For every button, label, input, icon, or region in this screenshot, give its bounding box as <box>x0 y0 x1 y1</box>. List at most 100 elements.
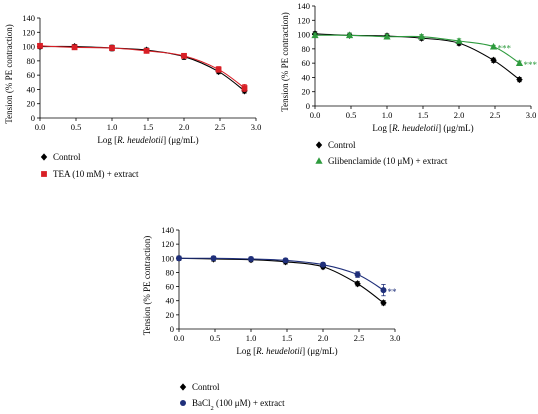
significance-label: *** <box>523 60 537 70</box>
x-tick-label: 2.5 <box>354 333 365 343</box>
x-axis-label-suffix: ] (μg/mL) <box>302 346 338 356</box>
legend-marker <box>40 153 48 161</box>
significance-label: *** <box>498 44 512 54</box>
series-line <box>178 257 384 304</box>
x-axis-label: Log [R. heudelotii] (μg/mL) <box>372 123 473 133</box>
data-point <box>354 280 361 288</box>
x-tick-label: 2.0 <box>454 110 465 120</box>
x-axis-label-prefix: Log [ <box>236 346 256 356</box>
x-tick-label: 0.0 <box>174 333 185 343</box>
x-tick-label: 0.0 <box>310 110 321 120</box>
series-control <box>175 254 387 307</box>
legend-marker <box>315 141 323 149</box>
data-point <box>380 299 387 307</box>
y-tick-label: 140 <box>297 1 310 11</box>
legend-label: TEA (10 mM) + extract <box>53 169 139 179</box>
legend-entry: Control <box>315 140 356 150</box>
x-tick-label: 1.5 <box>282 333 293 343</box>
x-axis-label-species: R. heudelotii <box>255 346 302 356</box>
y-tick-label: 140 <box>161 225 174 235</box>
x-tick-label: 0.5 <box>210 333 221 343</box>
legend-marker <box>315 157 323 164</box>
legend-entry: Glibenclamide (10 μM) + extract <box>315 156 448 166</box>
y-tick-label: 60 <box>166 282 175 292</box>
x-tick-label: 2.0 <box>318 333 329 343</box>
y-tick-label: 40 <box>302 72 311 82</box>
data-point <box>380 287 387 294</box>
series-line <box>178 257 384 291</box>
y-tick-label: 120 <box>161 239 174 249</box>
data-point <box>282 257 289 264</box>
x-axis-label-species: R. heudelotii <box>391 123 438 133</box>
legend-label-subscript: 2 <box>211 405 214 412</box>
series-line <box>314 34 520 64</box>
x-axis-label-species: R. heudelotii <box>116 135 163 145</box>
data-point <box>210 255 217 262</box>
y-tick-label: 140 <box>22 13 35 23</box>
x-tick-label: 2.5 <box>215 122 226 132</box>
y-tick-label: 20 <box>302 87 311 97</box>
legend-entry: TEA (10 mM) + extract <box>41 169 139 179</box>
x-tick-label: 3.0 <box>526 110 537 120</box>
y-tick-label: 0 <box>170 324 174 334</box>
data-point <box>489 42 498 50</box>
data-point <box>417 32 426 40</box>
y-tick-label: 60 <box>302 58 311 68</box>
chart-panel-glibenclamide: 0 20 40 60 80 100 120 140 0.0 0.5 1.0 1.5 2.0 2.5 3.0 L… <box>280 1 537 166</box>
data-point <box>455 37 463 44</box>
data-point <box>241 85 248 91</box>
chart-panel-tea: 0 20 40 60 80 100 120 140 0.0 0.5 1.0 1.5 2.0 2.5 3.0 L… <box>4 13 261 179</box>
y-tick-label: 120 <box>22 27 35 37</box>
x-axis-label: Log [R. heudelotii] (μg/mL) <box>236 346 337 356</box>
legend-label: Glibenclamide (10 μM) + extract <box>328 156 448 166</box>
series-tea <box>37 42 248 92</box>
x-tick-label: 0.0 <box>35 122 46 132</box>
y-tick-label: 20 <box>27 99 36 109</box>
legend-label-prefix: BaCl <box>192 398 211 408</box>
data-point <box>248 255 254 262</box>
y-axis-label: Tension (% PE contraction) <box>142 236 152 336</box>
series-control <box>311 30 523 84</box>
x-tick-label: 3.0 <box>390 333 401 343</box>
legend-label: BaCl2 (100 μM) + extract <box>192 398 285 412</box>
chart-panel-bacl2: 0 20 40 60 80 100 120 140 0.0 0.5 1.0 1.5 2.0 2.5 3.0 L… <box>142 225 400 412</box>
y-tick-label: 80 <box>166 267 175 277</box>
x-axis-label-suffix: ] (μg/mL) <box>438 123 474 133</box>
series-line <box>39 45 245 89</box>
series-line <box>314 33 520 81</box>
data-point <box>181 52 187 59</box>
y-tick-label: 100 <box>297 30 310 40</box>
data-point <box>490 56 497 64</box>
x-tick-label: 2.5 <box>490 110 501 120</box>
y-tick-label: 60 <box>27 70 36 80</box>
x-axis-label: Log [R. heudelotii] (μg/mL) <box>97 135 198 145</box>
series-glibenclamide: *** *** <box>311 31 537 70</box>
y-axis-label: Tension (% PE contraction) <box>280 12 290 112</box>
legend-marker <box>180 400 186 406</box>
legend-marker <box>179 383 187 391</box>
legend-entry: BaCl2 (100 μM) + extract <box>180 398 285 412</box>
y-tick-label: 40 <box>27 84 36 94</box>
legend-label: Control <box>328 140 356 150</box>
y-tick-label: 20 <box>166 310 175 320</box>
y-axis-label: Tension (% PE contraction) <box>4 24 14 124</box>
x-axis-label-prefix: Log [ <box>97 135 117 145</box>
x-tick-label: 0.5 <box>71 122 82 132</box>
legend-label: Control <box>192 382 220 392</box>
series-bacl2: ** <box>176 255 397 297</box>
data-point <box>354 271 361 278</box>
data-point <box>515 59 524 66</box>
data-point <box>311 31 319 39</box>
data-point <box>320 261 326 268</box>
x-axis-label-prefix: Log [ <box>372 123 392 133</box>
legend-label-suffix: (100 μM) + extract <box>214 398 285 408</box>
data-point <box>345 31 354 39</box>
data-point <box>37 42 43 49</box>
x-tick-label: 2.0 <box>179 122 190 132</box>
y-tick-label: 40 <box>166 296 175 306</box>
x-tick-label: 1.5 <box>418 110 429 120</box>
y-tick-label: 120 <box>297 15 310 25</box>
data-point <box>109 45 115 51</box>
x-tick-label: 1.0 <box>246 333 257 343</box>
